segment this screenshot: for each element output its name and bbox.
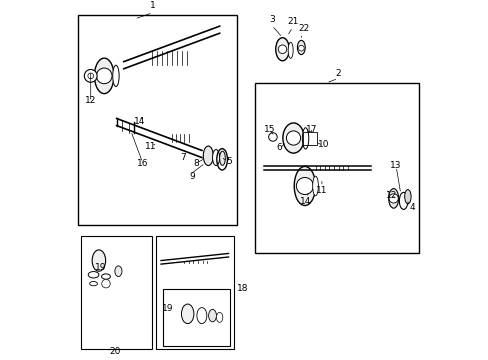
Text: 21: 21 [286, 17, 298, 26]
Bar [163, 289, 230, 346]
Circle shape [278, 45, 286, 54]
Ellipse shape [88, 271, 99, 278]
Ellipse shape [404, 189, 410, 204]
Ellipse shape [287, 42, 293, 58]
Bar [155, 236, 233, 349]
Circle shape [102, 279, 110, 288]
Text: 11: 11 [145, 143, 157, 152]
Ellipse shape [212, 149, 219, 166]
Circle shape [96, 68, 112, 84]
Ellipse shape [294, 166, 315, 206]
Text: 19: 19 [95, 263, 106, 272]
Ellipse shape [388, 189, 398, 208]
Ellipse shape [92, 250, 105, 271]
Text: 16: 16 [137, 159, 148, 168]
Bar [81, 236, 152, 349]
Text: 14: 14 [134, 117, 145, 126]
Text: 18: 18 [237, 284, 248, 293]
Text: 2: 2 [335, 69, 340, 78]
Circle shape [84, 69, 97, 82]
Ellipse shape [203, 146, 213, 166]
Text: 3: 3 [268, 15, 274, 24]
Bar [78, 15, 237, 225]
Text: 13: 13 [389, 161, 401, 170]
Circle shape [388, 194, 397, 203]
Circle shape [298, 45, 304, 51]
Text: 5: 5 [226, 157, 232, 166]
Text: 10: 10 [317, 140, 328, 149]
Ellipse shape [275, 38, 289, 61]
Ellipse shape [399, 192, 407, 210]
Text: 12: 12 [85, 96, 96, 105]
Ellipse shape [181, 304, 194, 324]
Ellipse shape [216, 312, 223, 322]
Ellipse shape [102, 274, 110, 279]
Text: 8: 8 [193, 159, 198, 168]
Text: 11: 11 [316, 186, 327, 195]
Text: 14: 14 [299, 197, 311, 206]
Ellipse shape [219, 151, 225, 165]
Ellipse shape [208, 309, 216, 322]
Circle shape [268, 133, 277, 141]
Text: 19: 19 [162, 304, 173, 313]
Bar [255, 83, 418, 253]
Ellipse shape [302, 128, 308, 149]
Circle shape [88, 73, 93, 79]
Text: 15: 15 [263, 125, 275, 134]
Ellipse shape [197, 307, 206, 324]
Text: 6: 6 [276, 144, 282, 153]
Circle shape [296, 177, 313, 194]
Ellipse shape [312, 176, 318, 196]
Text: 22: 22 [298, 24, 309, 33]
Ellipse shape [297, 40, 305, 55]
Text: 9: 9 [189, 171, 195, 180]
Text: 1: 1 [150, 1, 155, 10]
Ellipse shape [282, 123, 304, 153]
Ellipse shape [115, 266, 122, 276]
Ellipse shape [113, 65, 119, 86]
Text: 12: 12 [385, 191, 396, 200]
Bar [303, 132, 317, 145]
Ellipse shape [89, 282, 97, 286]
Text: 7: 7 [180, 153, 186, 162]
Circle shape [286, 131, 300, 145]
Text: 20: 20 [109, 347, 121, 356]
Ellipse shape [94, 58, 114, 94]
Text: 4: 4 [409, 203, 415, 212]
Text: 17: 17 [305, 125, 316, 134]
